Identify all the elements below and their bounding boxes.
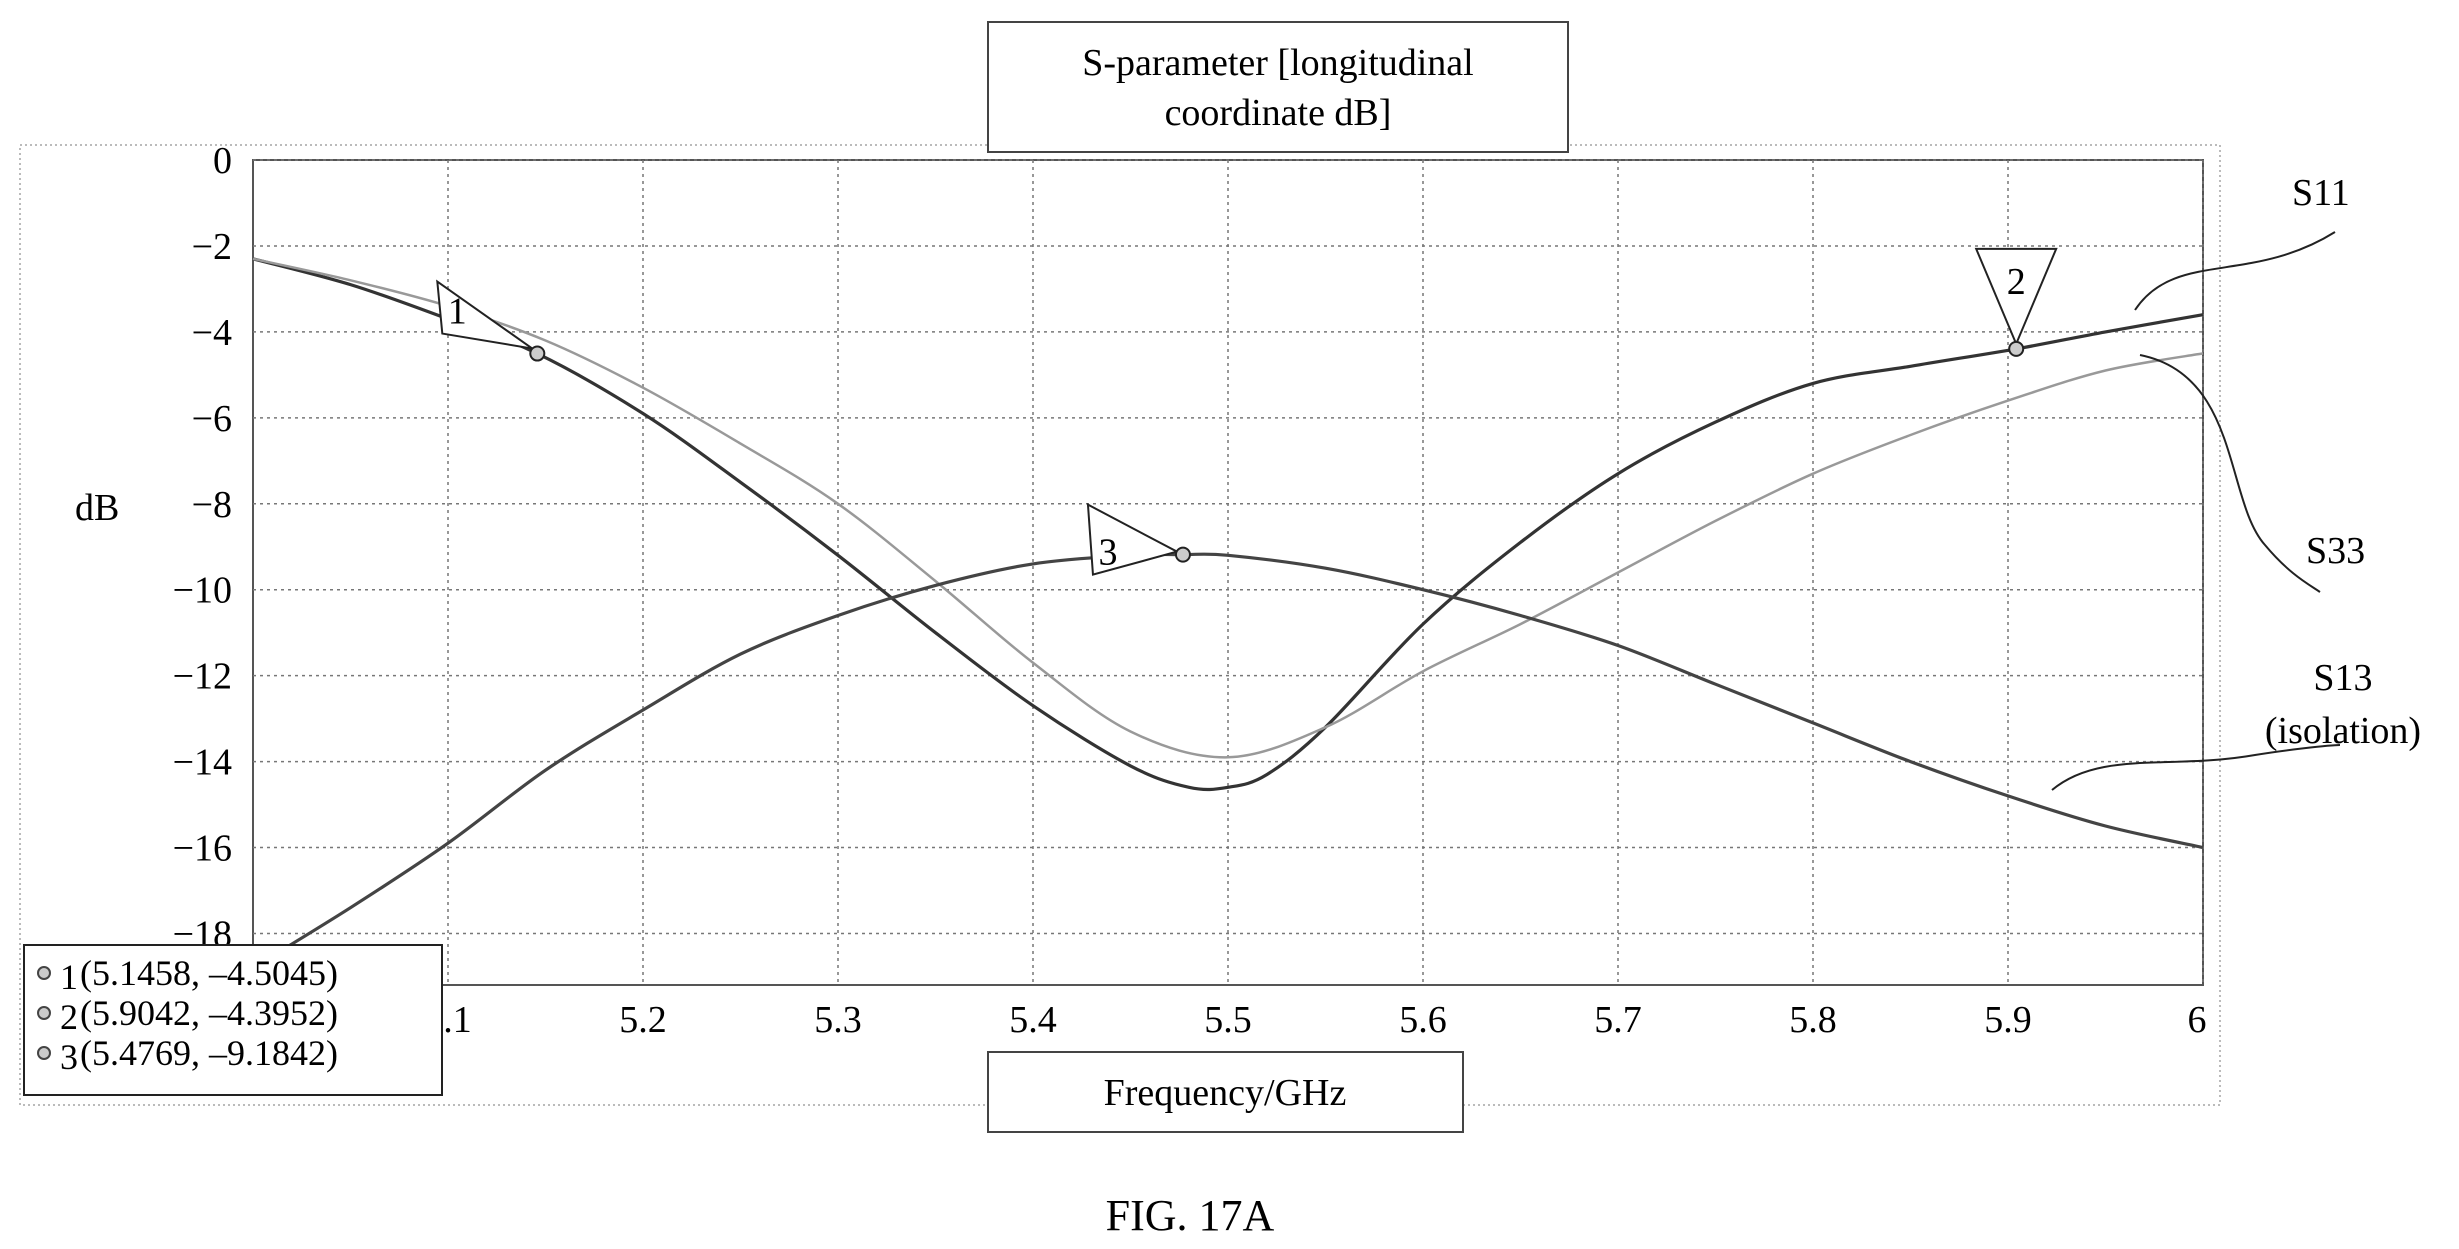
marker-1-flag [436, 279, 533, 350]
title-box [987, 21, 1569, 153]
chart-title-line-2: coordinate dB] [1165, 92, 1392, 134]
chart-title-line-1: S-parameter [longitudinal [1082, 42, 1474, 84]
x-tick-label: 5.4 [1009, 999, 1057, 1041]
x-axis-label-box [987, 1051, 1464, 1133]
legend-marker-1-icon [37, 966, 51, 980]
x-tick-label: 5.7 [1594, 999, 1642, 1041]
marker-1-number: 1 [448, 291, 467, 333]
legend-marker-1-value: (5.1458, –4.5045) [80, 953, 338, 993]
y-tick-label: 0 [213, 140, 232, 182]
y-tick-label: −2 [192, 226, 232, 268]
legend-marker-3-icon [37, 1046, 51, 1060]
y-tick-label: −8 [192, 484, 232, 526]
s13-label-line-2: (isolation) [2265, 710, 2421, 752]
legend-marker-2-value: (5.9042, –4.3952) [80, 993, 338, 1033]
marker-3-point [1174, 546, 1191, 563]
marker-legend: 1 (5.1458, –4.5045)2 (5.9042, –4.3952)3 (5.… [37, 953, 338, 1077]
gridlines [253, 159, 2204, 985]
marker-legend-box [23, 944, 443, 1096]
y-tick-label: −6 [192, 398, 232, 440]
legend-marker-3-value: (5.4769, –9.1842) [80, 1033, 338, 1073]
s13-label-line-1: S13 [2313, 657, 2372, 699]
y-tick-label: −14 [173, 742, 232, 784]
legend-marker-1-number: 1 [60, 957, 78, 997]
x-tick-label: 5.6 [1399, 999, 1447, 1041]
y-tick-label: −4 [192, 312, 232, 354]
marker-2-flag [1974, 247, 2058, 347]
x-axis-label: Frequency/GHz [1104, 1072, 1347, 1114]
marker-3-flag [1086, 502, 1180, 576]
x-tick-label: 5.3 [814, 999, 862, 1041]
legend-marker-3-number: 3 [60, 1037, 78, 1077]
marker-3-number: 3 [1098, 532, 1117, 574]
s33-leader-line [2139, 354, 2321, 593]
x-tick-label: 5.2 [619, 999, 667, 1041]
s33-label: S33 [2306, 530, 2365, 572]
s13-leader-line [2051, 744, 2341, 791]
marker-1-point [529, 345, 546, 362]
x-tick-label: 5.8 [1789, 999, 1837, 1041]
series-line-s11 [252, 257, 2204, 792]
marker-2-point [2008, 340, 2025, 357]
figure-caption: FIG. 17A [1106, 1191, 1275, 1240]
y-tick-label: −10 [173, 570, 232, 612]
series-line-s13-isolation [252, 552, 2204, 970]
x-tick-labels: 5.1 5.2 5.3 5.4 5.5 5.6 5.7 5.8 5.9 6 [424, 999, 2206, 1041]
series-lines [252, 257, 2204, 970]
x-tick-label: 6 [2188, 999, 2207, 1041]
legend-marker-2-icon [37, 1006, 51, 1020]
markers: 1 2 3 [436, 247, 2058, 576]
s11-leader-line [2134, 231, 2336, 311]
marker-2-number: 2 [2007, 261, 2026, 303]
y-tick-label: −12 [173, 656, 232, 698]
y-axis-label: dB [75, 487, 119, 529]
y-tick-labels: 0−2−4−6−8−10−12−14−16−18 [173, 140, 232, 955]
s11-label: S11 [2292, 172, 2350, 214]
x-tick-label: 5.5 [1204, 999, 1252, 1041]
x-tick-label: 5.9 [1984, 999, 2032, 1041]
series-line-s33 [252, 257, 2204, 759]
y-tick-label: −16 [173, 828, 232, 870]
legend-marker-2-number: 2 [60, 997, 78, 1037]
